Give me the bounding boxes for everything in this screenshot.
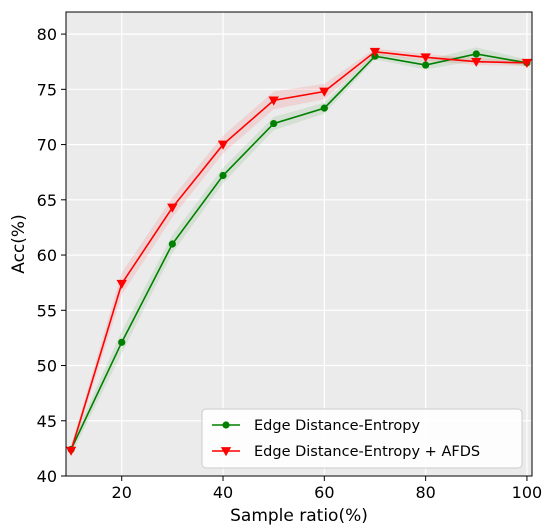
y-tick-label: 55 bbox=[37, 301, 57, 320]
y-tick-label: 45 bbox=[37, 412, 57, 431]
edge-distance-entropy-afds-point bbox=[268, 96, 279, 106]
edge-distance-entropy-afds-point bbox=[521, 58, 533, 69]
edge-distance-entropy-afds-point bbox=[369, 47, 381, 57]
edge-distance-entropy-point bbox=[422, 61, 430, 69]
x-tick-label: 100 bbox=[512, 483, 543, 502]
x-tick-label: 60 bbox=[314, 483, 334, 502]
legend-label-edge-distance-entropy-afds: Edge Distance-Entropy + AFDS bbox=[254, 444, 480, 460]
edge-distance-entropy-afds-point bbox=[65, 446, 77, 456]
y-tick-label: 65 bbox=[37, 191, 57, 210]
edge-distance-entropy-point bbox=[168, 240, 176, 248]
plot-background bbox=[66, 12, 532, 476]
x-tick-label: 20 bbox=[112, 483, 132, 502]
edge-distance-entropy-afds-point bbox=[217, 140, 229, 150]
axis-ticks: 20 40 60 80 100 40 45 50 55 60 65 70 75 80 bbox=[37, 25, 543, 502]
edge-distance-entropy-afds-point bbox=[471, 57, 482, 67]
x-tick-label: 40 bbox=[213, 483, 233, 502]
legend: Edge Distance-Entropy Edge Distance-Entro… bbox=[201, 408, 523, 469]
y-tick-label: 80 bbox=[37, 25, 57, 44]
edge-distance-entropy-afds-point bbox=[319, 87, 330, 97]
legend-box bbox=[201, 408, 523, 469]
series-lines bbox=[70, 50, 528, 451]
legend-marker-edge-distance-entropy-afds bbox=[220, 447, 232, 457]
y-tick-label: 40 bbox=[37, 467, 57, 486]
edge-distance-entropy-point bbox=[472, 50, 480, 58]
edge-distance-entropy-afds-point bbox=[116, 279, 127, 289]
edge-distance-entropy-afds-point bbox=[167, 203, 178, 213]
edge-distance-entropy-afds-point bbox=[420, 53, 431, 63]
x-axis-label: Sample ratio(%) bbox=[230, 506, 368, 526]
edge-distance-entropy-point bbox=[118, 338, 126, 346]
y-axis-label: Acc(%) bbox=[9, 214, 29, 273]
edge-distance-entropy-point bbox=[219, 171, 227, 180]
edge-distance-entropy-afds-line bbox=[70, 50, 527, 451]
legend-marker-edge-distance-entropy bbox=[222, 421, 230, 429]
y-tick-label: 70 bbox=[37, 136, 57, 155]
legend-label-edge-distance-entropy: Edge Distance-Entropy bbox=[254, 418, 420, 434]
y-tick-label: 50 bbox=[37, 357, 57, 376]
plot-frame bbox=[65, 11, 533, 477]
series-markers bbox=[65, 47, 533, 456]
y-tick-label: 60 bbox=[37, 246, 57, 265]
edge-distance-entropy-point bbox=[270, 119, 278, 128]
edge-distance-entropy-point bbox=[320, 104, 328, 112]
y-tick-label: 75 bbox=[37, 80, 57, 99]
x-tick-label: 80 bbox=[415, 483, 435, 502]
